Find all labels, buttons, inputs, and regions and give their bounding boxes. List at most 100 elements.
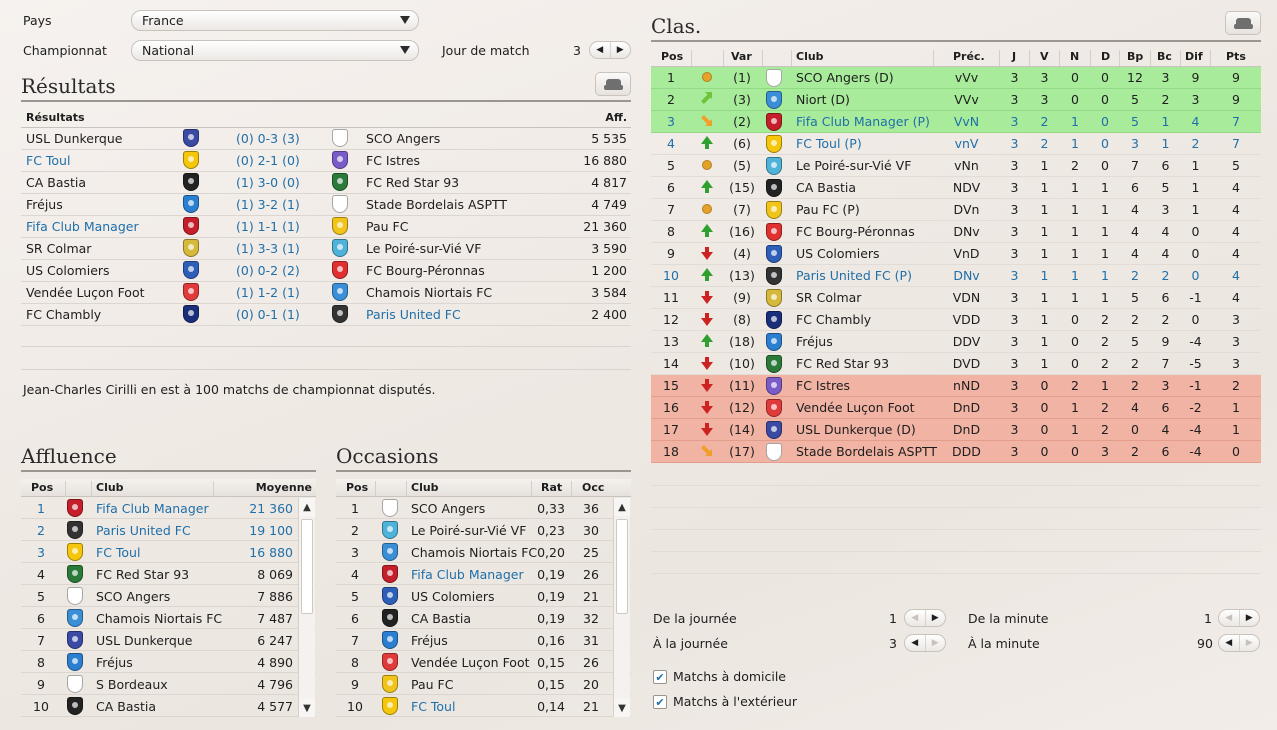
- next-arrow-icon[interactable]: ▶: [609, 42, 631, 58]
- to-minute-stepper[interactable]: ◀ ▶: [1218, 634, 1260, 652]
- to-day-stepper[interactable]: ◀ ▶: [904, 634, 946, 652]
- standings-row[interactable]: 3 (2) Fifa Club Manager (P) VvN 3 2 1 0 5 1 4 7: [651, 111, 1261, 133]
- home-team[interactable]: FC Toul: [26, 153, 71, 168]
- club-name[interactable]: Fréjus: [411, 633, 448, 648]
- club-name[interactable]: Pau FC: [411, 677, 454, 692]
- standings-row[interactable]: 15 (11) FC Istres nND 3 0 2 1 2 3 -1 2: [651, 375, 1261, 397]
- club-name[interactable]: FC Red Star 93: [796, 356, 890, 371]
- away-team[interactable]: Stade Bordelais ASPTT: [366, 197, 508, 212]
- standings-row[interactable]: 18 (17) Stade Bordelais ASPTT DDD 3 0 0 3 2 6 -4 0: [651, 441, 1261, 463]
- standings-row[interactable]: 5 (5) Le Poiré-sur-Vié VF vNn 3 1 2 0 7 6 1 5: [651, 155, 1261, 177]
- club-name[interactable]: US Colomiers: [796, 246, 880, 261]
- club-name[interactable]: Paris United FC (P): [796, 268, 912, 283]
- away-team[interactable]: FC Istres: [366, 153, 421, 168]
- club-name[interactable]: Fifa Club Manager: [411, 567, 524, 582]
- club-name[interactable]: FC Toul: [411, 699, 456, 714]
- away-team[interactable]: FC Bourg-Péronnas: [366, 263, 485, 278]
- club-name[interactable]: FC Istres: [796, 378, 851, 393]
- club-name[interactable]: Le Poiré-sur-Vié VF: [796, 158, 912, 173]
- club-name[interactable]: Vendée Luçon Foot: [411, 655, 530, 670]
- club-name[interactable]: CA Bastia: [96, 699, 157, 714]
- attendance-row[interactable]: 2 Paris United FC 19 100: [21, 519, 316, 541]
- club-name[interactable]: Fifa Club Manager (P): [796, 114, 930, 129]
- match-row[interactable]: SR Colmar (1) 3-3 (1) Le Poiré-sur-Vié VF 3…: [21, 238, 631, 260]
- match-row[interactable]: Fréjus (1) 3-2 (1) Stade Bordelais ASPTT 4 …: [21, 194, 631, 216]
- attendance-row[interactable]: 5 SCO Angers 7 886: [21, 585, 316, 607]
- club-name[interactable]: CA Bastia: [796, 180, 857, 195]
- club-name[interactable]: Pau FC (P): [796, 202, 860, 217]
- prev-arrow-icon[interactable]: ◀: [911, 613, 919, 623]
- standings-row[interactable]: 4 (6) FC Toul (P) vnV 3 2 1 0 3 1 2 7: [651, 133, 1261, 155]
- standings-row[interactable]: 7 (7) Pau FC (P) DVn 3 1 1 1 4 3 1 4: [651, 199, 1261, 221]
- away-team[interactable]: Le Poiré-sur-Vié VF: [366, 241, 482, 256]
- match-row[interactable]: FC Chambly (0) 0-1 (1) Paris United FC 2 40…: [21, 304, 631, 326]
- country-dropdown[interactable]: France: [131, 10, 419, 31]
- standings-row[interactable]: 10 (13) Paris United FC (P) DNv 3 1 1 1 2 2 0 4: [651, 265, 1261, 287]
- attendance-row[interactable]: 9 S Bordeaux 4 796: [21, 673, 316, 695]
- chances-row[interactable]: 1 SCO Angers 0,33 36: [336, 497, 631, 519]
- chances-scrollbar[interactable]: ▲ ▼: [613, 498, 630, 717]
- scroll-up-icon[interactable]: ▲: [299, 498, 315, 516]
- standings-row[interactable]: 6 (15) CA Bastia NDV 3 1 1 1 6 5 1 4: [651, 177, 1261, 199]
- club-name[interactable]: Niort (D): [796, 92, 850, 107]
- home-team[interactable]: Fréjus: [26, 197, 63, 212]
- match-score[interactable]: (1) 1-2 (1): [236, 285, 300, 300]
- club-name[interactable]: USL Dunkerque (D): [796, 422, 916, 437]
- scroll-down-icon[interactable]: ▼: [614, 699, 630, 717]
- standings-row[interactable]: 12 (8) FC Chambly VDD 3 1 0 2 2 2 0 3: [651, 309, 1261, 331]
- standings-row[interactable]: 11 (9) SR Colmar VDN 3 1 1 1 5 6 -1 4: [651, 287, 1261, 309]
- attendance-row[interactable]: 3 FC Toul 16 880: [21, 541, 316, 563]
- match-row[interactable]: Fifa Club Manager (1) 1-1 (1) Pau FC 21 360: [21, 216, 631, 238]
- standings-row[interactable]: 8 (16) FC Bourg-Péronnas DNv 3 1 1 1 4 4 0 4: [651, 221, 1261, 243]
- match-row[interactable]: FC Toul (0) 2-1 (0) FC Istres 16 880: [21, 150, 631, 172]
- next-arrow-icon[interactable]: ▶: [1238, 610, 1260, 626]
- standings-row[interactable]: 9 (4) US Colomiers VnD 3 1 1 1 4 4 0 4: [651, 243, 1261, 265]
- club-name[interactable]: Stade Bordelais ASPTT: [796, 444, 938, 459]
- club-name[interactable]: SCO Angers: [411, 501, 486, 516]
- standings-view-button[interactable]: [1225, 11, 1261, 35]
- away-matches-checkbox[interactable]: ✔: [653, 695, 667, 709]
- match-row[interactable]: Vendée Luçon Foot (1) 1-2 (1) Chamois Nior…: [21, 282, 631, 304]
- match-score[interactable]: (1) 3-3 (1): [236, 241, 300, 256]
- standings-row[interactable]: 17 (14) USL Dunkerque (D) DnD 3 0 1 2 0 4 -4 1: [651, 419, 1261, 441]
- scroll-down-icon[interactable]: ▼: [299, 699, 315, 717]
- standings-row[interactable]: 16 (12) Vendée Luçon Foot DnD 3 0 1 2 4 6 -2 1: [651, 397, 1261, 419]
- match-row[interactable]: USL Dunkerque (0) 0-3 (3) SCO Angers 5 535: [21, 128, 631, 150]
- club-name[interactable]: Fifa Club Manager: [96, 501, 209, 516]
- next-arrow-icon[interactable]: ▶: [924, 635, 946, 651]
- match-score[interactable]: (0) 0-3 (3): [236, 131, 300, 146]
- chances-row[interactable]: 7 Fréjus 0,16 31: [336, 629, 631, 651]
- club-name[interactable]: Le Poiré-sur-Vié VF: [411, 523, 527, 538]
- scroll-up-icon[interactable]: ▲: [614, 498, 630, 516]
- attendance-row[interactable]: 6 Chamois Niortais FC 7 487: [21, 607, 316, 629]
- scroll-thumb[interactable]: [301, 519, 313, 614]
- next-arrow-icon[interactable]: ▶: [1238, 635, 1260, 651]
- club-name[interactable]: FC Chambly: [796, 312, 872, 327]
- attendance-row[interactable]: 1 Fifa Club Manager 21 360: [21, 497, 316, 519]
- club-name[interactable]: CA Bastia: [411, 611, 472, 626]
- club-name[interactable]: USL Dunkerque: [96, 633, 193, 648]
- standings-row[interactable]: 14 (10) FC Red Star 93 DVD 3 1 0 2 2 7 -5 3: [651, 353, 1261, 375]
- home-team[interactable]: SR Colmar: [26, 241, 92, 256]
- matchday-stepper[interactable]: ◀ ▶: [589, 41, 631, 59]
- club-name[interactable]: FC Toul: [96, 545, 141, 560]
- chances-row[interactable]: 10 FC Toul 0,14 21: [336, 695, 631, 717]
- prev-arrow-icon[interactable]: ◀: [1225, 638, 1233, 648]
- club-name[interactable]: Fréjus: [796, 334, 833, 349]
- home-team[interactable]: CA Bastia: [26, 175, 87, 190]
- chances-row[interactable]: 2 Le Poiré-sur-Vié VF 0,23 30: [336, 519, 631, 541]
- home-matches-checkbox[interactable]: ✔: [653, 670, 667, 684]
- home-team[interactable]: US Colomiers: [26, 263, 110, 278]
- club-name[interactable]: FC Toul (P): [796, 136, 862, 151]
- match-row[interactable]: US Colomiers (0) 0-2 (2) FC Bourg-Péronnas…: [21, 260, 631, 282]
- chances-row[interactable]: 8 Vendée Luçon Foot 0,15 26: [336, 651, 631, 673]
- attendance-row[interactable]: 7 USL Dunkerque 6 247: [21, 629, 316, 651]
- club-name[interactable]: Chamois Niortais FC: [96, 611, 223, 626]
- match-score[interactable]: (0) 2-1 (0): [236, 153, 300, 168]
- club-name[interactable]: S Bordeaux: [96, 677, 168, 692]
- from-minute-stepper[interactable]: ◀ ▶: [1218, 609, 1260, 627]
- away-team[interactable]: FC Red Star 93: [366, 175, 460, 190]
- club-name[interactable]: SCO Angers: [96, 589, 171, 604]
- standings-row[interactable]: 1 (1) SCO Angers (D) vVv 3 3 0 0 12 3 9 9: [651, 67, 1261, 89]
- match-score[interactable]: (0) 0-2 (2): [236, 263, 300, 278]
